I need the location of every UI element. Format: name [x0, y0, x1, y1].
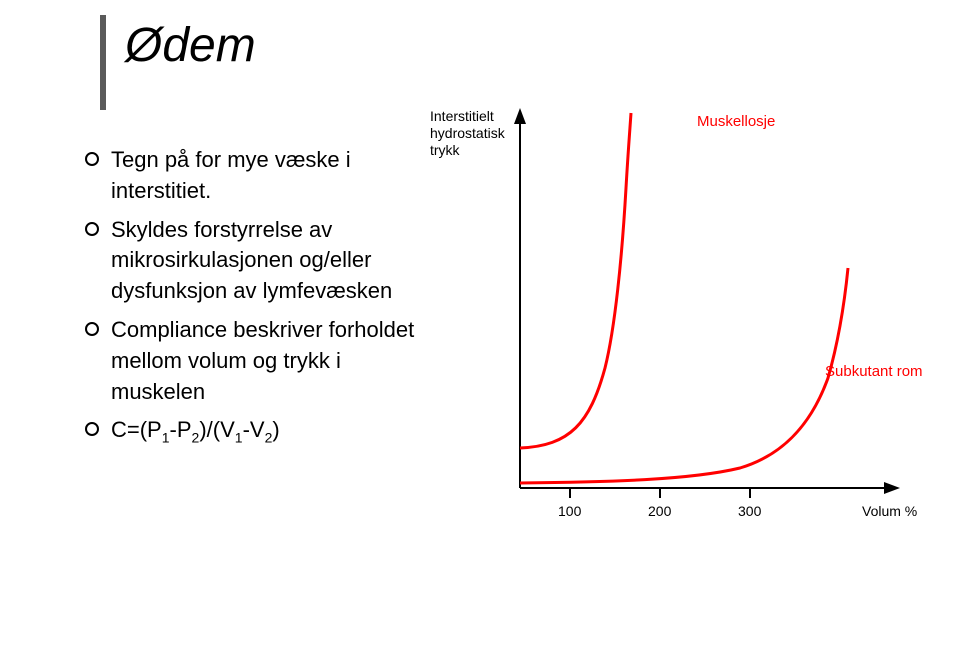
bullet-icon — [85, 222, 99, 236]
list-item: Skyldes forstyrrelse av mikrosirkulasjon… — [85, 215, 415, 307]
x-tick-label: 300 — [738, 503, 761, 519]
x-axis-label: Volum % — [862, 503, 917, 519]
list-item: Compliance beskriver forholdet mellom vo… — [85, 315, 415, 407]
series-label-subkutant: Subkutant rom — [825, 363, 923, 380]
bullet-icon — [85, 152, 99, 166]
title-accent-bar — [100, 15, 106, 110]
bullet-list: Tegn på for mye væske i interstitiet. Sk… — [85, 145, 415, 456]
bullet-icon — [85, 322, 99, 336]
list-item: Tegn på for mye væske i interstitiet. — [85, 145, 415, 207]
compliance-chart: Interstitielt hydrostatisk trykk Muskell… — [430, 108, 925, 578]
x-tick-label: 100 — [558, 503, 581, 519]
slide: Ødem Tegn på for mye væske i interstitie… — [0, 0, 960, 650]
x-tick-label: 200 — [648, 503, 671, 519]
bullet-text: Skyldes forstyrrelse av mikrosirkulasjon… — [111, 215, 415, 307]
list-item: C=(P1-P2)/(V1-V2) — [85, 415, 415, 448]
bullet-text: Compliance beskriver forholdet mellom vo… — [111, 315, 415, 407]
bullet-text: Tegn på for mye væske i interstitiet. — [111, 145, 415, 207]
page-title: Ødem — [125, 18, 256, 73]
series-label-muskellosje: Muskellosje — [697, 113, 775, 130]
formula-text: C=(P1-P2)/(V1-V2) — [111, 415, 415, 448]
chart-svg — [430, 108, 925, 538]
bullet-icon — [85, 422, 99, 436]
